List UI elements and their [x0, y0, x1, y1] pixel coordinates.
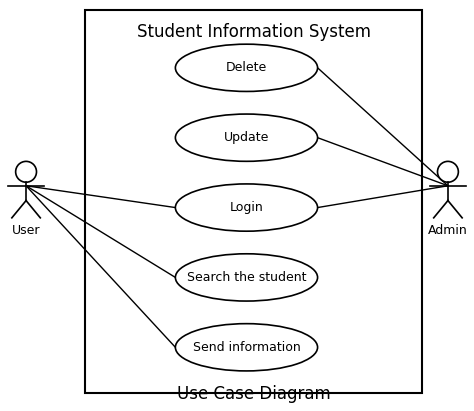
Ellipse shape [175, 184, 318, 231]
Ellipse shape [175, 254, 318, 301]
Text: Search the student: Search the student [187, 271, 306, 284]
Ellipse shape [175, 44, 318, 91]
Text: Use Case Diagram: Use Case Diagram [177, 385, 330, 403]
Text: Send information: Send information [192, 341, 301, 354]
Bar [85, 10, 422, 393]
Text: Delete: Delete [226, 61, 267, 74]
Text: Student Information System: Student Information System [137, 23, 371, 41]
Text: Update: Update [224, 131, 269, 144]
Ellipse shape [175, 324, 318, 371]
Text: Admin: Admin [428, 224, 468, 237]
Text: Login: Login [229, 201, 264, 214]
Ellipse shape [175, 114, 318, 161]
Text: User: User [12, 224, 40, 237]
